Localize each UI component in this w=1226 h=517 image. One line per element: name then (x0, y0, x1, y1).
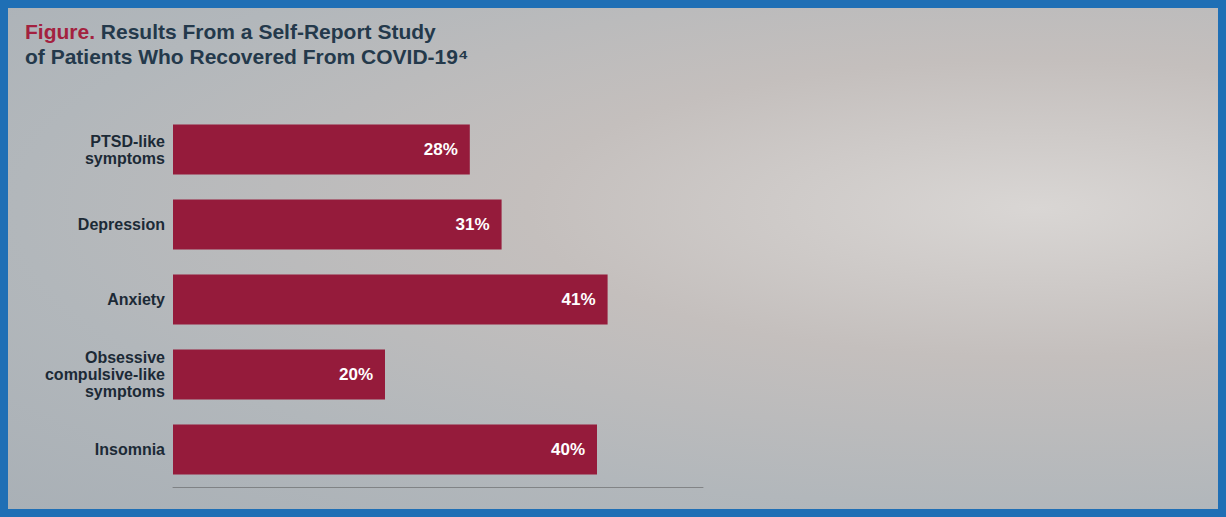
svg-text:Obsessive: Obsessive (85, 349, 165, 366)
svg-text:28%: 28% (424, 140, 458, 159)
svg-text:Results From a Self-Report Stu: Results From a Self-Report Study (95, 20, 436, 43)
svg-text:symptoms: symptoms (85, 150, 165, 167)
svg-text:41%: 41% (562, 290, 596, 309)
svg-text:PTSD-like: PTSD-like (90, 133, 165, 150)
svg-text:Figure.: Figure. (25, 20, 95, 43)
svg-text:Depression: Depression (78, 216, 165, 233)
svg-text:31%: 31% (456, 215, 490, 234)
svg-text:symptoms: symptoms (85, 383, 165, 400)
svg-text:of Patients Who Recovered From: of Patients Who Recovered From COVID-19⁴ (25, 45, 468, 68)
svg-text:Insomnia: Insomnia (95, 441, 165, 458)
svg-text:40%: 40% (551, 440, 585, 459)
svg-text:20%: 20% (339, 365, 373, 384)
svg-text:compulsive-like: compulsive-like (45, 366, 165, 383)
svg-text:Anxiety: Anxiety (107, 291, 165, 308)
